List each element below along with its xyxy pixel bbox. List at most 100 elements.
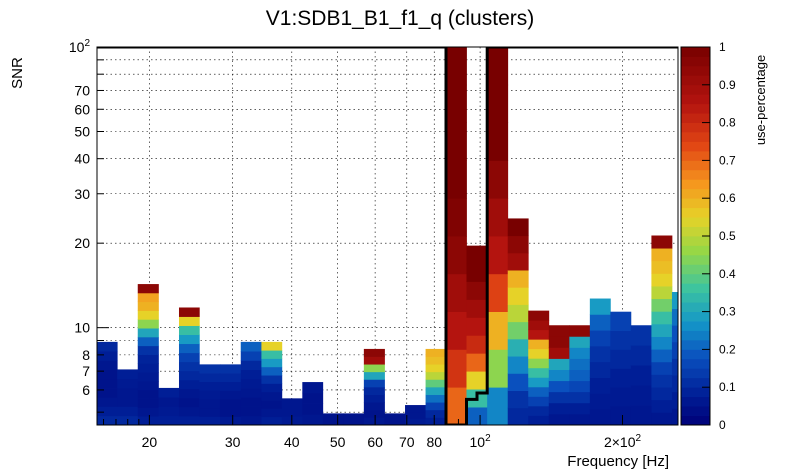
- colorbar-segment: [681, 396, 710, 407]
- heatmap-cell: [363, 386, 385, 395]
- heatmap-cell: [466, 299, 488, 318]
- colorbar-segment: [681, 113, 710, 123]
- heatmap-cell: [240, 406, 262, 417]
- heatmap-cell: [487, 160, 509, 199]
- heatmap-cell: [507, 304, 529, 323]
- heatmap-cell: [651, 323, 673, 337]
- heatmap-cell: [425, 348, 447, 357]
- heatmap-cell: [445, 387, 467, 425]
- heatmap-cell: [569, 336, 591, 348]
- heatmap-cell: [178, 361, 200, 372]
- heatmap-cell: [651, 399, 673, 413]
- y-tick-label: 70: [74, 82, 90, 98]
- colorbar-tick-label: 0.4: [719, 267, 736, 281]
- heatmap-cell: [158, 387, 180, 398]
- heatmap-cell: [507, 270, 529, 288]
- heatmap-cell: [610, 349, 632, 369]
- heatmap-cell: [487, 47, 509, 86]
- heatmap-cell: [97, 378, 118, 389]
- heatmap-cell: [137, 301, 159, 311]
- heatmap-cell: [589, 393, 611, 410]
- heatmap-cell: [651, 374, 673, 388]
- heatmap-cell: [405, 418, 426, 425]
- colorbar-segment: [681, 65, 710, 76]
- x-tick-label: 70: [399, 434, 415, 450]
- heatmap-cell: [569, 347, 591, 359]
- heatmap-cell: [137, 310, 159, 320]
- plot-frame: [96, 46, 679, 426]
- colorbar-segment: [681, 169, 710, 180]
- heatmap-cell: [610, 406, 632, 425]
- heatmap-cell: [610, 368, 632, 388]
- colorbar-segment: [681, 132, 710, 142]
- heatmap-cell: [445, 47, 467, 86]
- heatmap-cell: [507, 407, 529, 425]
- colorbar-segment: [681, 94, 710, 105]
- heatmap-cell: [589, 409, 611, 425]
- x-tick-label: 60: [367, 434, 383, 450]
- heatmap-cell: [466, 281, 488, 300]
- heatmap-cell: [651, 349, 673, 363]
- heatmap-cell: [445, 122, 467, 161]
- heatmap-cell: [528, 310, 550, 321]
- heatmap-cell: [261, 408, 283, 418]
- heatmap-cell: [569, 391, 591, 404]
- heatmap-cell: [363, 409, 385, 418]
- heatmap-cell: [240, 341, 262, 352]
- heatmap-cell: [178, 406, 200, 417]
- heatmap-cell: [219, 416, 242, 425]
- heatmap-cell: [445, 236, 467, 275]
- heatmap-cell: [548, 391, 570, 404]
- y-axis-label: SNR: [9, 57, 26, 89]
- heatmap-cell: [507, 235, 529, 254]
- colorbar-segment: [681, 226, 710, 237]
- heatmap-cell: [548, 347, 570, 359]
- heatmap-cell: [651, 361, 673, 375]
- heatmap-cell: [219, 364, 242, 374]
- heatmap-cell: [610, 387, 632, 407]
- heatmap-cell: [117, 369, 139, 380]
- colorbar-segment: [681, 198, 710, 209]
- heatmap-cell: [199, 399, 221, 409]
- heatmap-cell: [219, 381, 242, 391]
- heatmap-cell: [240, 378, 262, 389]
- colorbar-segment: [681, 406, 710, 416]
- heatmap-cell: [671, 375, 678, 393]
- heatmap-cell: [630, 405, 652, 425]
- colorbar-segment: [681, 283, 710, 294]
- y-tick-label: 20: [74, 235, 90, 251]
- colorbar-segment: [681, 236, 710, 246]
- y-tick-label: 7: [82, 363, 90, 379]
- heatmap-cell: [363, 364, 385, 373]
- heatmap-cell: [117, 387, 139, 398]
- heatmap-cell: [569, 358, 591, 370]
- colorbar-segment: [681, 321, 710, 331]
- heatmap-cell: [97, 360, 118, 370]
- heatmap-cell: [363, 417, 385, 425]
- colorbar-segment: [681, 311, 710, 322]
- heatmap-cell: [178, 415, 200, 425]
- x-tick-label: 30: [225, 434, 241, 450]
- heatmap-cell: [528, 405, 550, 416]
- heatmap-cell: [281, 407, 303, 417]
- heatmap-cell: [97, 369, 118, 380]
- colorbar-segment: [681, 179, 710, 190]
- x-axis-ticks: 20 30 40 50 60 70 80 102 2×102: [103, 415, 642, 450]
- heatmap-cell: [137, 345, 159, 355]
- y-tick-label: 6: [82, 382, 90, 398]
- heatmap-cell: [425, 371, 447, 380]
- heatmap-cell: [548, 369, 570, 382]
- colorbar-segment: [681, 122, 710, 133]
- heatmap-cell: [630, 385, 652, 406]
- heatmap-cell: [199, 373, 221, 383]
- heatmap-cell: [405, 405, 426, 413]
- heatmap-cell: [97, 351, 118, 361]
- heatmap-cell: [507, 356, 529, 374]
- y-axis-ticks: 6 78 10 20 30 40 50 60 70 102: [69, 38, 109, 413]
- colorbar-segment: [681, 150, 710, 161]
- heatmap-cell: [425, 364, 447, 373]
- heatmap-cell: [425, 386, 447, 395]
- colorbar-segment: [681, 75, 710, 86]
- colorbar-segment: [681, 207, 710, 218]
